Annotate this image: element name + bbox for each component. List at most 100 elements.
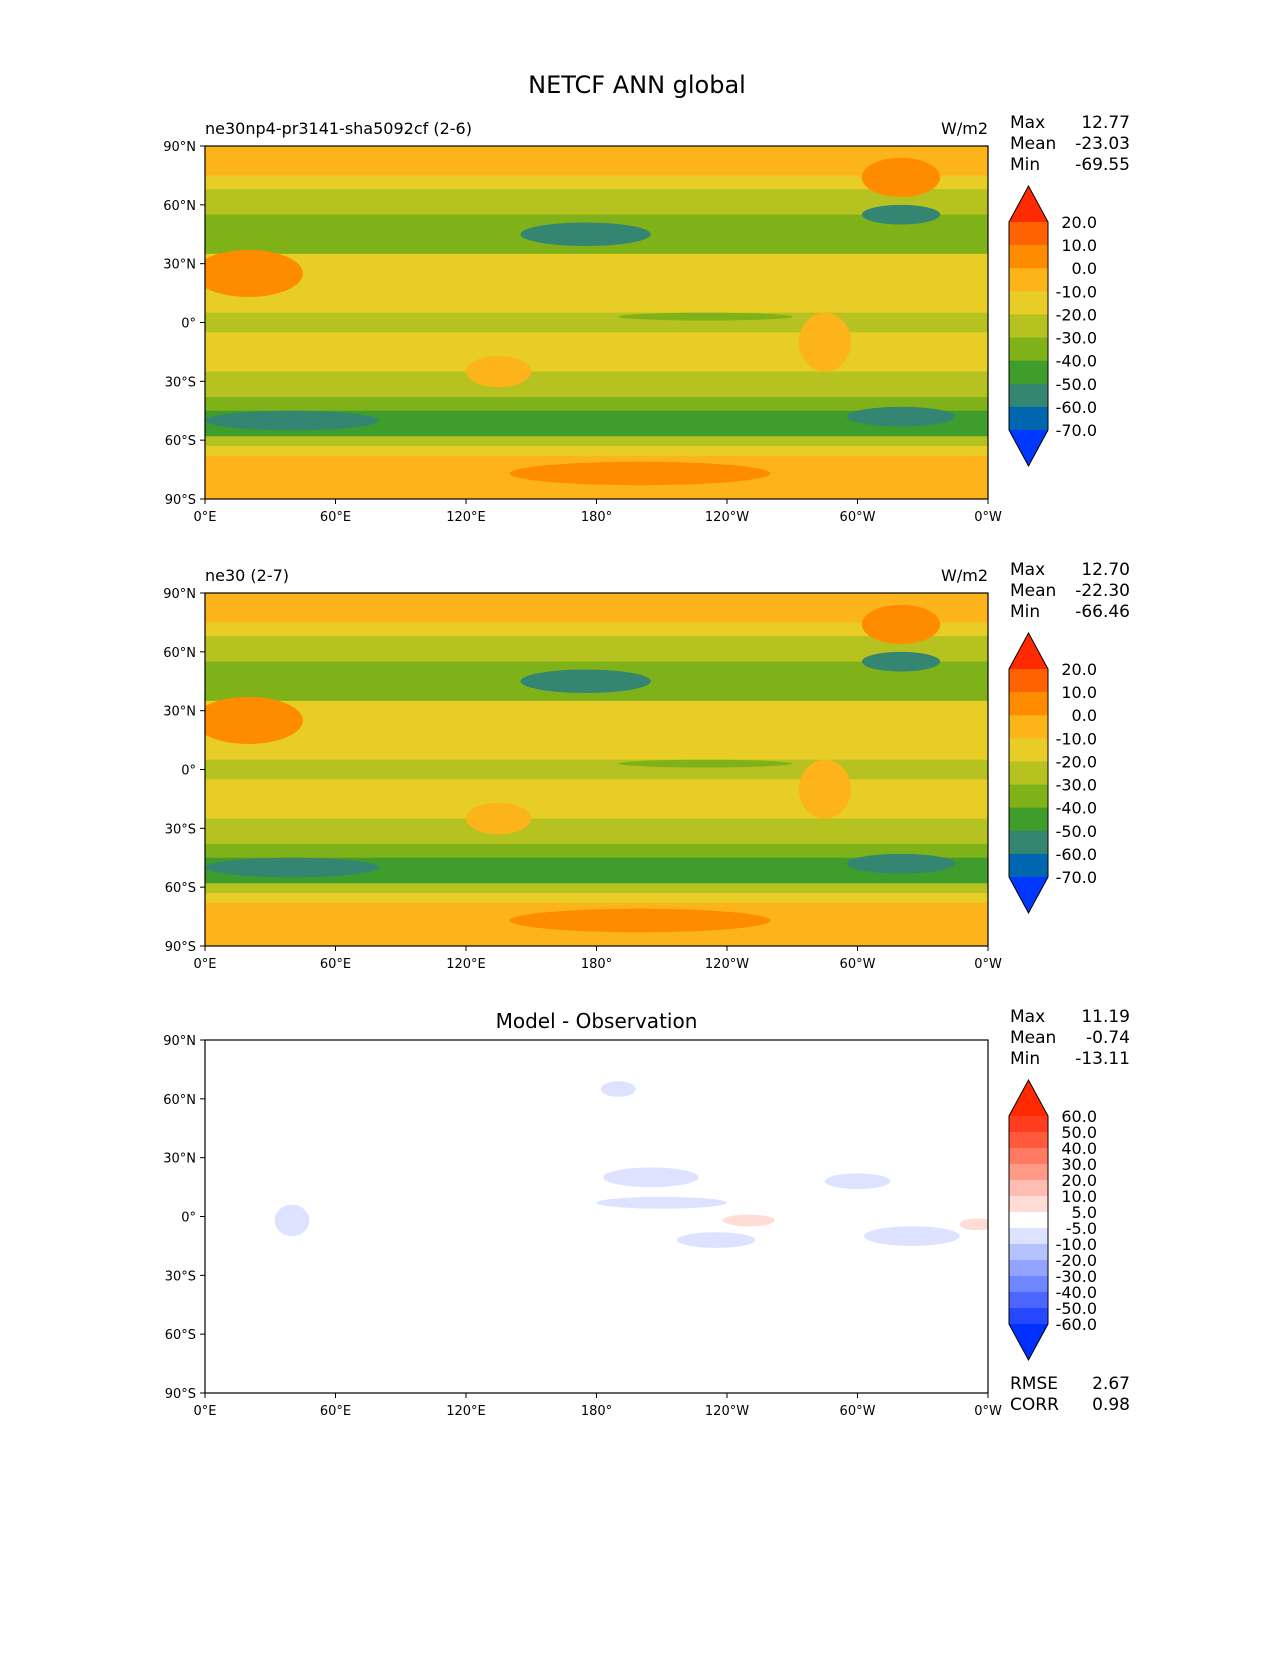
colorbar-swatch (1009, 268, 1048, 292)
contour-band (205, 436, 988, 447)
contour-feature (676, 1232, 756, 1248)
colorbar-swatch (1009, 1164, 1048, 1181)
colorbar-swatch (1009, 692, 1048, 716)
contour-feature (722, 1214, 775, 1227)
colorbar-extension-min (1009, 877, 1048, 913)
contour-feature (824, 1173, 891, 1190)
stat-value: 12.70 (1081, 560, 1130, 580)
y-tick-label: 90°S (165, 1387, 196, 1402)
contour-band (205, 636, 988, 663)
colorbar-swatch (1009, 807, 1048, 832)
colorbar-swatch (1009, 406, 1048, 431)
contour-field (205, 1040, 988, 1393)
colorbar-tick-label: 20.0 (1061, 1171, 1097, 1190)
panel-title: Model - Observation (496, 1009, 698, 1033)
colorbar: 60.050.040.030.020.010.05.0-5.0-10.0-20.… (1008, 1078, 1097, 1362)
stat-value: -23.03 (1075, 134, 1130, 154)
contour-feature (618, 759, 793, 768)
x-tick-label: 120°W (705, 1404, 749, 1419)
colorbar-tick-label: -70.0 (1056, 868, 1097, 887)
x-tick-label: 180° (581, 957, 612, 972)
stat-value: 2.67 (1092, 1374, 1130, 1394)
x-tick-label: 60°W (840, 510, 876, 525)
colorbar-swatch (1009, 1228, 1048, 1245)
contour-feature (603, 1167, 699, 1188)
colorbar-outline (1008, 184, 1049, 468)
units-label: W/m2 (941, 119, 988, 138)
contour-band (205, 146, 988, 176)
y-tick-label: 30°S (165, 822, 196, 837)
y-tick-label: 60°N (163, 646, 196, 661)
contour-field (205, 146, 988, 499)
stat-label: Min (1010, 155, 1040, 175)
contour-feature (861, 157, 941, 197)
colorbar-tick-label: 20.0 (1061, 213, 1097, 232)
x-tick-label: 0°W (974, 957, 1002, 972)
map-panel-3: 0°E 60°E 120°E 180° 120°W 60°W 0°W 90°N 60°N 30°N… (163, 1007, 1130, 1419)
colorbar-tick-label: 50.0 (1061, 1123, 1097, 1142)
colorbar-swatch (1009, 383, 1048, 408)
contour-band (205, 893, 988, 904)
y-tick-label: 30°N (163, 258, 196, 273)
x-tick-label: 0°E (194, 510, 217, 525)
contour-band (205, 283, 988, 314)
colorbar-tick-label: 20.0 (1061, 660, 1097, 679)
colorbar-swatch (1009, 314, 1048, 339)
y-tick-label: 60°S (165, 434, 196, 449)
x-tick-label: 180° (581, 1404, 612, 1419)
stat-value: -13.11 (1075, 1049, 1130, 1069)
x-tick-label: 0°E (194, 957, 217, 972)
y-tick-label: 90°S (165, 940, 196, 955)
contour-feature (520, 222, 651, 247)
colorbar-swatch (1009, 1308, 1048, 1325)
y-tick-label: 60°N (163, 199, 196, 214)
contour-feature (861, 204, 941, 225)
map-panel-2: 0°E 60°E 120°E 180° 120°W 60°W 0°W 90°N 60°N 30°N… (163, 560, 1130, 972)
contour-band (205, 371, 988, 398)
colorbar-tick-label: 10.0 (1061, 1187, 1097, 1206)
contour-field (205, 593, 988, 946)
y-tick-label: 60°N (163, 1093, 196, 1108)
contour-feature (861, 604, 941, 644)
stat-label: Min (1010, 602, 1040, 622)
stat-value: 11.19 (1081, 1007, 1130, 1027)
y-tick-label: 0° (181, 1211, 196, 1226)
colorbar-tick-label: -50.0 (1056, 1299, 1097, 1318)
colorbar-tick-label: -30.0 (1056, 776, 1097, 795)
colorbar-tick-label: 5.0 (1072, 1203, 1097, 1222)
contour-feature (466, 355, 532, 388)
x-tick-label: 60°E (320, 957, 351, 972)
colorbar-tick-label: -20.0 (1056, 752, 1097, 771)
x-tick-label: 0°W (974, 510, 1002, 525)
colorbar-swatch (1009, 1132, 1048, 1149)
contour-band (205, 844, 988, 859)
colorbar-swatch (1009, 761, 1048, 786)
colorbar-tick-label: 0.0 (1072, 259, 1097, 278)
colorbar-tick-label: -70.0 (1056, 421, 1097, 440)
stat-label: Mean (1010, 134, 1056, 154)
colorbar-tick-label: -20.0 (1056, 1251, 1097, 1270)
figure-title: NETCF ANN global (528, 71, 746, 99)
colorbar-tick-label: -40.0 (1056, 352, 1097, 371)
contour-feature (509, 461, 771, 486)
contour-band (205, 1040, 988, 1393)
colorbar-swatch (1009, 1292, 1048, 1309)
colorbar-outline (1008, 631, 1049, 915)
colorbar-swatch (1009, 1212, 1048, 1229)
colorbar-tick-label: -40.0 (1056, 1283, 1097, 1302)
y-tick-label: 90°S (165, 493, 196, 508)
contour-band (205, 253, 988, 284)
contour-feature (861, 651, 941, 672)
colorbar-swatch (1009, 337, 1048, 362)
stat-value: -22.30 (1075, 581, 1130, 601)
colorbar-tick-label: -40.0 (1056, 799, 1097, 818)
contour-band (205, 312, 988, 333)
contour-band (205, 818, 988, 845)
x-tick-label: 120°W (705, 957, 749, 972)
stat-value: -66.46 (1075, 602, 1130, 622)
y-tick-label: 30°S (165, 1269, 196, 1284)
y-tick-label: 30°N (163, 1152, 196, 1167)
colorbar-tick-label: -30.0 (1056, 1267, 1097, 1286)
colorbar-swatch (1009, 830, 1048, 855)
